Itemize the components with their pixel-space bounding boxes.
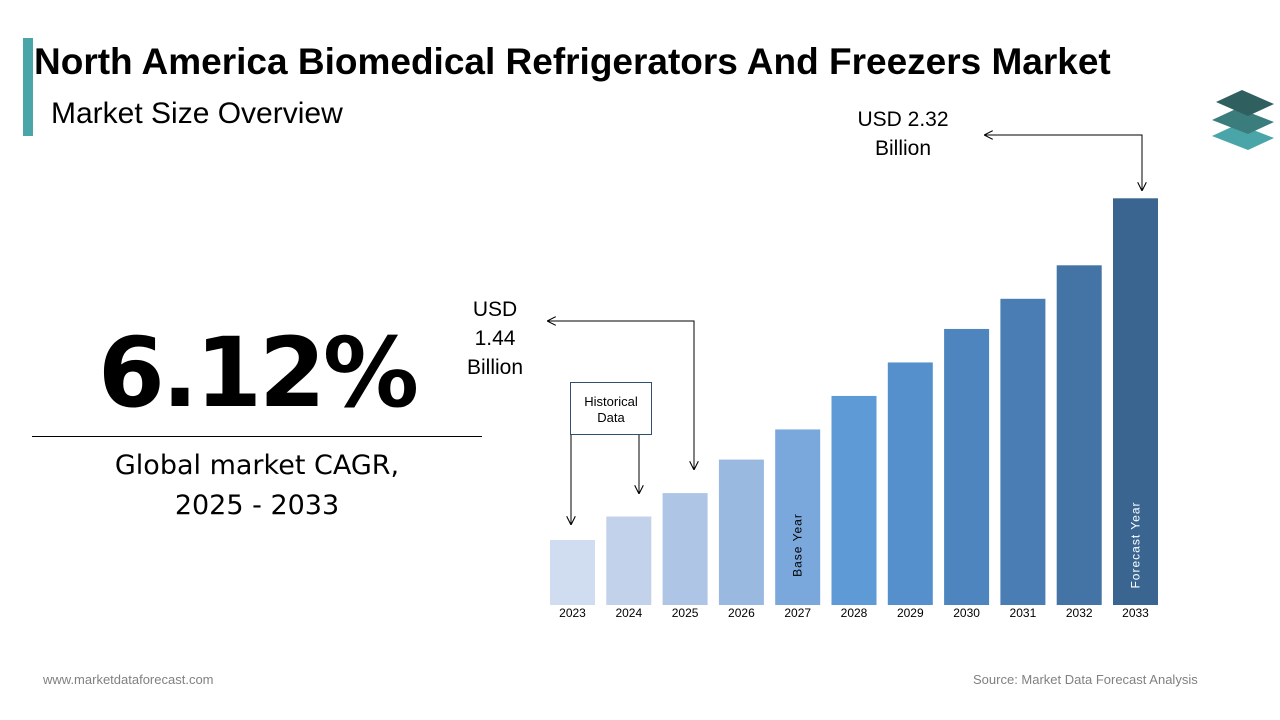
- arrows-layer: [548, 135, 1142, 524]
- bar-2023: [550, 540, 595, 605]
- x-tick-label-2024: 2024: [615, 606, 642, 620]
- bar-2031: [1000, 298, 1046, 605]
- start-value-callout: USD 1.44 Billion: [455, 295, 535, 382]
- page-subtitle: Market Size Overview: [51, 97, 343, 130]
- x-tick-label-2033: 2033: [1122, 606, 1149, 620]
- bar-2027: [775, 429, 821, 605]
- stacked-layers-logo-icon: [1212, 90, 1274, 150]
- start-value-line3: Billion: [466, 356, 524, 379]
- bar-2024: [606, 516, 652, 605]
- bar-2029: [887, 362, 933, 605]
- page-title: North America Biomedical Refrigerators A…: [34, 41, 1111, 82]
- cagr-label: Global market CAGR, 2025 - 2033: [32, 446, 482, 526]
- bar-2032: [1056, 265, 1102, 605]
- x-tick-label-2025: 2025: [672, 606, 699, 620]
- x-tick-label-2032: 2032: [1066, 606, 1093, 620]
- title-accent-bar: [23, 38, 33, 136]
- historical-line2: Data: [597, 410, 625, 425]
- footer-source: Source: Market Data Forecast Analysis: [973, 672, 1198, 687]
- x-tick-label-2023: 2023: [559, 606, 586, 620]
- footer-website: www.marketdataforecast.com: [43, 672, 214, 687]
- x-tick-label-2029: 2029: [897, 606, 924, 620]
- cagr-value: 6.12%: [97, 317, 419, 429]
- x-tick-label-2028: 2028: [841, 606, 868, 620]
- x-tick-label-2027: 2027: [784, 606, 811, 620]
- kpi-divider: [32, 436, 482, 437]
- end-value-line2: Billion: [874, 137, 932, 160]
- end-value-arrow: [985, 135, 1142, 190]
- start-value-arrow: [548, 321, 694, 469]
- bar-annotation-2027: Base Year: [791, 513, 805, 577]
- historical-data-box: Historical Data: [570, 382, 652, 435]
- bar-2030: [944, 328, 990, 605]
- bar-2028: [831, 395, 877, 605]
- start-value-line2: 1.44: [474, 327, 516, 350]
- x-tick-label-2030: 2030: [953, 606, 980, 620]
- bar-2026: [718, 459, 764, 605]
- x-tick-label-2031: 2031: [1010, 606, 1037, 620]
- end-value-callout: USD 2.32 Billion: [840, 105, 966, 163]
- x-tick-label-2026: 2026: [728, 606, 755, 620]
- start-value-line1: USD: [472, 298, 518, 321]
- bar-annotation-2033: Forecast Year: [1129, 501, 1143, 588]
- end-value-line1: USD 2.32: [857, 108, 949, 131]
- bars-layer: 2023 2024 2025 2026 2027 Base Year 2028 2029 203…: [550, 198, 1158, 620]
- bar-2025: [662, 493, 708, 605]
- cagr-label-line2: 2025 - 2033: [174, 490, 340, 521]
- bar-2033: [1113, 198, 1158, 606]
- cagr-label-line1: Global market CAGR,: [114, 450, 400, 481]
- historical-line1: Historical: [584, 394, 638, 409]
